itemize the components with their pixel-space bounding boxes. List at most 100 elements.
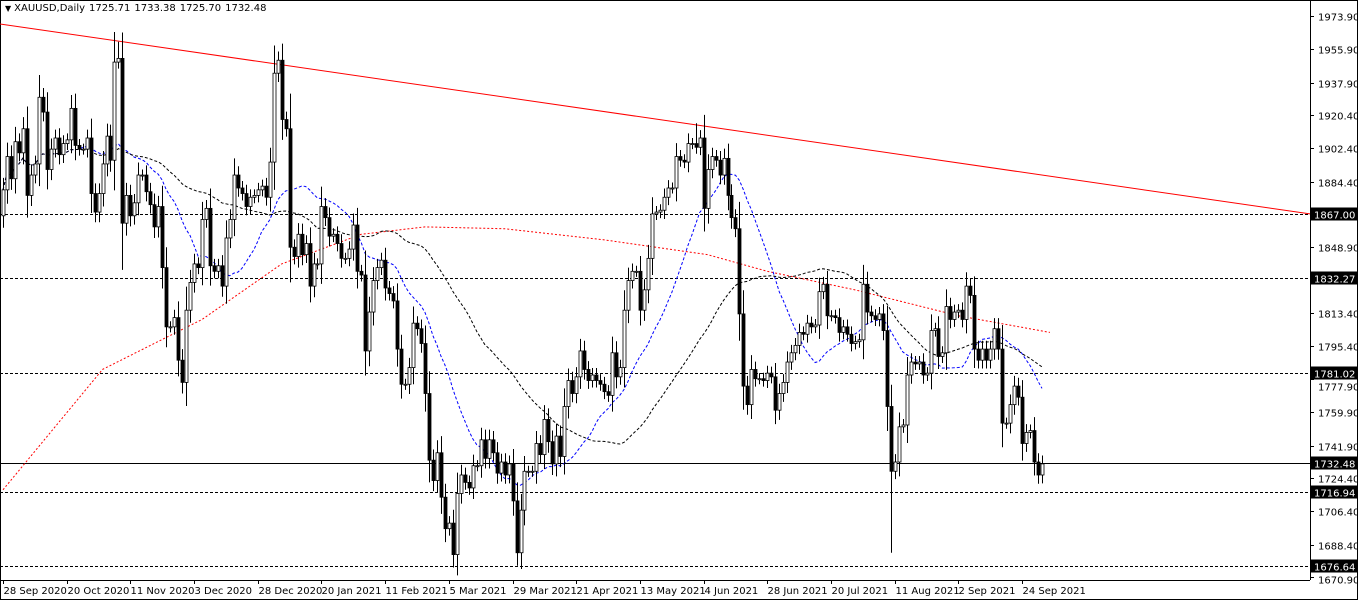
candle-body xyxy=(160,206,165,269)
candle-body xyxy=(897,426,902,463)
candle-body xyxy=(833,315,838,319)
candle-body xyxy=(777,393,782,411)
candle xyxy=(1040,455,1045,484)
candle-body xyxy=(845,326,850,335)
candle-body xyxy=(132,202,137,217)
candle xyxy=(427,371,432,483)
candle xyxy=(813,318,818,333)
candle xyxy=(81,143,86,155)
candle xyxy=(944,289,949,370)
candle xyxy=(638,256,643,326)
candle xyxy=(77,138,82,156)
candle-body xyxy=(769,372,774,378)
candle-body xyxy=(435,452,440,481)
candle-body xyxy=(375,267,380,281)
candle xyxy=(622,290,627,388)
candle-body xyxy=(13,141,18,180)
candle xyxy=(160,185,165,289)
candle xyxy=(220,255,225,297)
candle-body xyxy=(65,139,70,144)
candle-body xyxy=(1036,461,1041,476)
candle xyxy=(686,133,691,173)
candle xyxy=(343,252,348,264)
candle-body xyxy=(861,283,866,341)
candle-body xyxy=(805,322,810,335)
candle-body xyxy=(749,369,754,406)
candle xyxy=(618,359,623,385)
candle-body xyxy=(69,107,74,141)
candle xyxy=(379,252,384,276)
candle-body xyxy=(650,213,655,259)
candle-body xyxy=(574,376,579,394)
candle-body xyxy=(363,274,368,352)
y-tick-label: 1955.90 xyxy=(1318,46,1358,57)
candle xyxy=(917,356,922,370)
y-tick-label: 1670.90 xyxy=(1318,576,1358,587)
candle xyxy=(200,201,205,286)
candle xyxy=(29,164,34,207)
candle-body xyxy=(654,211,659,215)
open-value: 1725.71 xyxy=(89,3,131,14)
candle-body xyxy=(1004,422,1009,425)
candle xyxy=(972,276,977,369)
candle-body xyxy=(741,313,746,387)
candle-body xyxy=(1028,430,1033,433)
candle-body xyxy=(634,270,639,273)
candle-body xyxy=(487,439,492,459)
candle xyxy=(769,366,774,384)
candle-body xyxy=(176,317,181,361)
candle xyxy=(566,368,571,419)
candle xyxy=(682,154,687,169)
candle-body xyxy=(168,326,173,329)
candle-body xyxy=(1000,348,1005,424)
candle xyxy=(530,465,535,477)
candle xyxy=(980,340,985,369)
dropdown-arrow-icon[interactable]: ▼ xyxy=(5,4,12,13)
candle xyxy=(260,179,265,197)
candle-body xyxy=(996,328,1001,350)
candle-body xyxy=(140,174,145,177)
candle-body xyxy=(339,243,344,259)
candle-body xyxy=(984,348,989,361)
x-tick-label: 24 Sep 2021 xyxy=(1023,586,1086,597)
candle xyxy=(69,94,74,154)
candle-body xyxy=(300,233,305,256)
candle xyxy=(578,338,583,389)
candle xyxy=(105,123,110,177)
candle-body xyxy=(419,328,424,344)
candle-body xyxy=(733,217,738,230)
candle-body xyxy=(789,352,794,363)
candle-body xyxy=(499,461,504,474)
candle xyxy=(630,263,635,289)
candle-body xyxy=(670,187,675,190)
candle-body xyxy=(256,189,261,196)
y-tick-label: 1706.40 xyxy=(1318,508,1358,519)
candle-body xyxy=(809,322,814,328)
level-price-label-bg xyxy=(1311,485,1357,499)
candle xyxy=(236,166,241,197)
candle xyxy=(869,305,874,323)
candle xyxy=(244,184,249,216)
candle xyxy=(499,453,504,482)
candle xyxy=(976,340,981,369)
candle xyxy=(841,319,846,340)
candle-body xyxy=(93,193,98,213)
candle xyxy=(821,276,826,300)
y-tick-label: 1848.90 xyxy=(1318,244,1358,255)
candle xyxy=(288,93,293,283)
candle xyxy=(264,177,269,206)
candle xyxy=(558,425,563,468)
candle-body xyxy=(200,219,205,269)
candle-body xyxy=(550,441,555,465)
candle xyxy=(718,150,723,185)
candle xyxy=(176,301,181,377)
candle-body xyxy=(817,291,822,326)
close-value: 1732.48 xyxy=(225,3,267,14)
candle-body xyxy=(172,317,177,328)
candle-body xyxy=(128,195,133,217)
candle xyxy=(710,147,715,179)
candle-body xyxy=(483,439,488,459)
candle-body xyxy=(208,207,213,267)
candle-body xyxy=(694,143,699,148)
